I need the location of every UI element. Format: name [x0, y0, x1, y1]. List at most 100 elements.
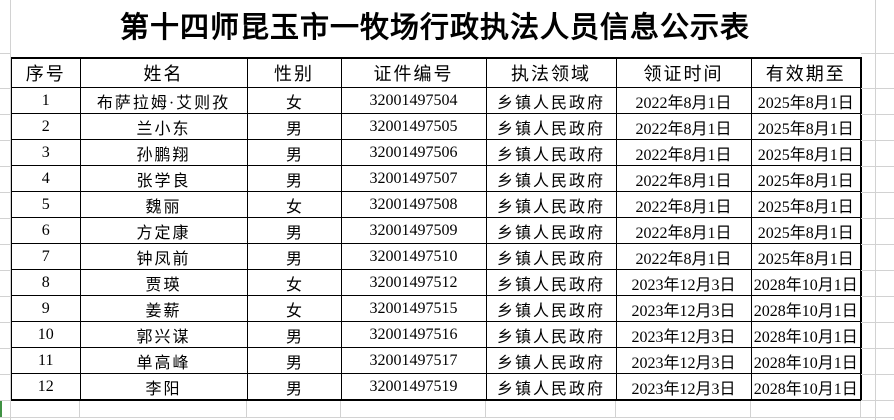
- table-cell[interactable]: 乡镇人民政府: [485, 373, 617, 401]
- table-cell[interactable]: 2028年10月1日: [750, 321, 862, 348]
- table-cell[interactable]: 2022年8月1日: [615, 243, 752, 270]
- gridline: [10, 0, 11, 420]
- table-cell[interactable]: 方定康: [79, 217, 248, 244]
- table-cell[interactable]: 女: [246, 295, 342, 322]
- table-cell[interactable]: 孙鹏翔: [79, 139, 248, 166]
- table-cell[interactable]: 郭兴谋: [79, 321, 248, 348]
- gridline: [861, 348, 894, 349]
- table-cell[interactable]: 32001497515: [340, 295, 487, 322]
- col-header-name[interactable]: 姓名: [79, 57, 248, 88]
- table-cell[interactable]: 32001497510: [340, 243, 487, 270]
- table-cell[interactable]: 2028年10月1日: [750, 347, 862, 374]
- table-cell[interactable]: 32001497519: [340, 373, 487, 401]
- table-cell[interactable]: 2025年8月1日: [750, 165, 862, 192]
- table-cell[interactable]: 乡镇人民政府: [485, 217, 617, 244]
- table-cell[interactable]: 乡镇人民政府: [485, 347, 617, 374]
- table-cell[interactable]: 魏丽: [79, 191, 248, 218]
- table-cell[interactable]: 8: [10, 269, 81, 296]
- table-cell[interactable]: 32001497508: [340, 191, 487, 218]
- table-cell[interactable]: 男: [246, 373, 342, 401]
- table-cell[interactable]: 32001497507: [340, 165, 487, 192]
- col-header-gender[interactable]: 性别: [246, 57, 342, 88]
- table-cell[interactable]: 男: [246, 347, 342, 374]
- table-cell[interactable]: 女: [246, 87, 342, 114]
- table-cell[interactable]: 10: [10, 321, 81, 348]
- col-header-issue-date[interactable]: 领证时间: [615, 57, 752, 88]
- table-cell[interactable]: 7: [10, 243, 81, 270]
- table-cell[interactable]: 女: [246, 191, 342, 218]
- table-cell[interactable]: 乡镇人民政府: [485, 87, 617, 114]
- table-cell[interactable]: 4: [10, 165, 81, 192]
- table-cell[interactable]: 贾瑛: [79, 269, 248, 296]
- table-cell[interactable]: 6: [10, 217, 81, 244]
- table-cell[interactable]: 姜薪: [79, 295, 248, 322]
- table-cell[interactable]: 兰小东: [79, 113, 248, 140]
- table-row: 11 单高峰男 32001497517 乡镇人民政府 2023年12月3日 2028年10…: [10, 347, 862, 374]
- table-cell[interactable]: 2028年10月1日: [750, 295, 862, 322]
- table-cell[interactable]: 32001497504: [340, 87, 487, 114]
- table-cell[interactable]: 乡镇人民政府: [485, 321, 617, 348]
- table-cell[interactable]: 男: [246, 217, 342, 244]
- table-cell[interactable]: 钟凤前: [79, 243, 248, 270]
- table-cell[interactable]: 1: [10, 87, 81, 114]
- table-cell[interactable]: 5: [10, 191, 81, 218]
- table-cell[interactable]: 乡镇人民政府: [485, 113, 617, 140]
- table-cell[interactable]: 男: [246, 165, 342, 192]
- table-title[interactable]: 第十四师昆玉市一牧场行政执法人员信息公示表: [119, 12, 750, 44]
- table-cell[interactable]: 乡镇人民政府: [485, 243, 617, 270]
- table-cell[interactable]: 2025年8月1日: [750, 243, 862, 270]
- table-cell[interactable]: 李阳: [79, 373, 248, 401]
- table-cell[interactable]: 2025年8月1日: [750, 139, 862, 166]
- col-header-index[interactable]: 序号: [10, 57, 81, 88]
- table-cell[interactable]: 2023年12月3日: [615, 269, 752, 296]
- table-cell[interactable]: 32001497516: [340, 321, 487, 348]
- table-cell[interactable]: 2023年12月3日: [615, 373, 752, 401]
- table-cell[interactable]: 张学良: [79, 165, 248, 192]
- gridline: [0, 244, 10, 245]
- table-cell[interactable]: 2028年10月1日: [750, 269, 862, 296]
- table-cell[interactable]: 32001497505: [340, 113, 487, 140]
- selection-indicator: [0, 401, 2, 418]
- table-cell[interactable]: 12: [10, 373, 81, 401]
- table-cell[interactable]: 2022年8月1日: [615, 191, 752, 218]
- table-row: 7 钟凤前男 32001497510 乡镇人民政府 2022年8月1日 2025年8月1日: [10, 243, 862, 270]
- table-cell[interactable]: 乡镇人民政府: [485, 165, 617, 192]
- col-header-valid-until[interactable]: 有效期至: [750, 57, 862, 88]
- table-cell[interactable]: 32001497517: [340, 347, 487, 374]
- table-cell[interactable]: 乡镇人民政府: [485, 269, 617, 296]
- table-cell[interactable]: 男: [246, 243, 342, 270]
- table-cell[interactable]: 2023年12月3日: [615, 347, 752, 374]
- table-cell[interactable]: 乡镇人民政府: [485, 139, 617, 166]
- table-cell[interactable]: 布萨拉姆·艾则孜: [79, 87, 248, 114]
- table-cell[interactable]: 2025年8月1日: [750, 113, 862, 140]
- col-header-domain[interactable]: 执法领域: [485, 57, 617, 88]
- gridline: [861, 166, 894, 167]
- table-cell[interactable]: 32001497509: [340, 217, 487, 244]
- table-cell[interactable]: 11: [10, 347, 81, 374]
- table-cell[interactable]: 2023年12月3日: [615, 321, 752, 348]
- table-cell[interactable]: 3: [10, 139, 81, 166]
- table-cell[interactable]: 男: [246, 139, 342, 166]
- table-cell[interactable]: 9: [10, 295, 81, 322]
- table-cell[interactable]: 单高峰: [79, 347, 248, 374]
- table-cell[interactable]: 2022年8月1日: [615, 139, 752, 166]
- table-cell[interactable]: 2025年8月1日: [750, 217, 862, 244]
- table-cell[interactable]: 2025年8月1日: [750, 87, 862, 114]
- table-cell[interactable]: 男: [246, 321, 342, 348]
- table-cell[interactable]: 2025年8月1日: [750, 191, 862, 218]
- table-cell[interactable]: 乡镇人民政府: [485, 295, 617, 322]
- table-cell[interactable]: 2022年8月1日: [615, 217, 752, 244]
- table-cell[interactable]: 2022年8月1日: [615, 87, 752, 114]
- table-cell[interactable]: 32001497512: [340, 269, 487, 296]
- table-cell[interactable]: 2028年10月1日: [750, 373, 862, 401]
- table-cell[interactable]: 32001497506: [340, 139, 487, 166]
- table-cell[interactable]: 2022年8月1日: [615, 113, 752, 140]
- table-cell[interactable]: 女: [246, 269, 342, 296]
- table-cell[interactable]: 乡镇人民政府: [485, 191, 617, 218]
- table-cell[interactable]: 男: [246, 113, 342, 140]
- table-cell[interactable]: 2: [10, 113, 81, 140]
- gridline: [0, 114, 10, 115]
- table-cell[interactable]: 2023年12月3日: [615, 295, 752, 322]
- col-header-cert-no[interactable]: 证件编号: [340, 57, 487, 88]
- table-cell[interactable]: 2022年8月1日: [615, 165, 752, 192]
